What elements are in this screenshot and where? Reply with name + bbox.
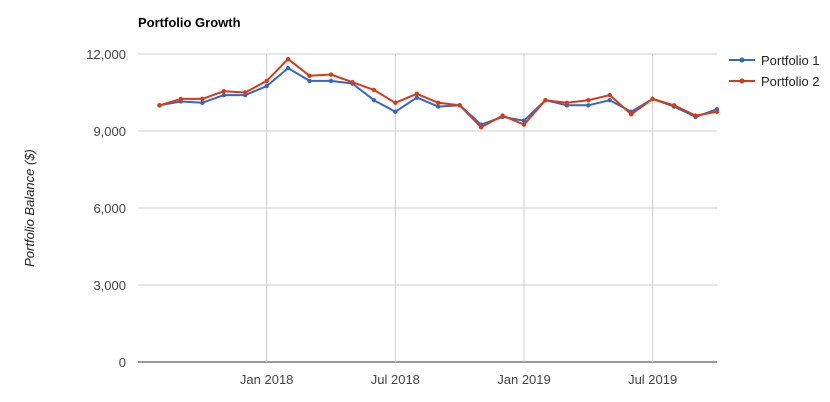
- data-point: [371, 98, 377, 103]
- data-point: [307, 78, 312, 84]
- x-tick-label: Jan 2018: [240, 372, 294, 387]
- legend-label: Portfolio 1: [761, 53, 820, 68]
- data-point: [436, 100, 441, 105]
- y-tick-label: 9,000: [93, 124, 126, 139]
- data-point: [243, 90, 248, 95]
- data-point: [607, 92, 612, 98]
- data-point: [521, 122, 527, 127]
- series-line: [159, 58, 718, 129]
- x-tick-label: Jul 2019: [628, 372, 677, 387]
- data-point: [307, 73, 312, 79]
- y-tick-label: 12,000: [86, 47, 126, 62]
- data-point: [200, 100, 205, 105]
- series-portfolio-1: [157, 65, 720, 127]
- y-tick-label: 0: [119, 355, 126, 370]
- data-point: [693, 113, 698, 118]
- data-point: [564, 100, 570, 105]
- data-point: [221, 89, 226, 94]
- y-axis-label: Portfolio Balance ($): [22, 149, 37, 267]
- legend-swatch-marker: [739, 57, 745, 63]
- data-point: [178, 96, 184, 102]
- data-point: [607, 98, 612, 103]
- data-point: [285, 56, 291, 62]
- data-point: [393, 100, 398, 105]
- data-point: [414, 95, 419, 100]
- series: [157, 56, 720, 130]
- legend-item[interactable]: Portfolio 1: [729, 53, 820, 68]
- data-point: [478, 124, 484, 130]
- data-point: [500, 113, 505, 118]
- grid: [138, 53, 717, 363]
- series-portfolio-2: [157, 56, 720, 130]
- data-point: [157, 103, 162, 108]
- data-point: [714, 109, 720, 114]
- data-point: [586, 98, 591, 103]
- y-tick-label: 6,000: [93, 201, 126, 216]
- data-point: [586, 103, 591, 108]
- data-point: [328, 72, 334, 77]
- x-tick-label: Jan 2019: [497, 372, 551, 387]
- x-axis-ticks: Jan 2018 Jul 2018 Jan 2019 Jul 2019: [240, 372, 677, 387]
- data-point: [264, 78, 269, 84]
- series-line: [159, 67, 718, 126]
- y-tick-label: 3,000: [93, 278, 126, 293]
- legend-label: Portfolio 2: [761, 74, 820, 89]
- data-point: [200, 96, 205, 102]
- data-point: [393, 109, 398, 114]
- data-point: [543, 98, 548, 103]
- data-point: [457, 103, 462, 108]
- legend[interactable]: Portfolio 1 Portfolio 2: [729, 53, 820, 89]
- legend-item[interactable]: Portfolio 2: [729, 74, 820, 89]
- data-point: [350, 80, 355, 85]
- data-point: [650, 96, 655, 102]
- data-point: [671, 103, 677, 108]
- data-point: [285, 65, 291, 71]
- data-point: [629, 112, 634, 117]
- y-axis-ticks: 0 3,000 6,000 9,000 12,000: [86, 47, 126, 370]
- data-point: [436, 104, 441, 109]
- data-point: [221, 92, 226, 98]
- data-point: [264, 83, 269, 89]
- data-point: [371, 87, 377, 93]
- data-point: [414, 91, 419, 96]
- chart-title: Portfolio Growth: [138, 15, 241, 30]
- data-point: [328, 78, 334, 84]
- legend-swatch-marker: [739, 78, 745, 84]
- x-tick-label: Jul 2018: [371, 372, 420, 387]
